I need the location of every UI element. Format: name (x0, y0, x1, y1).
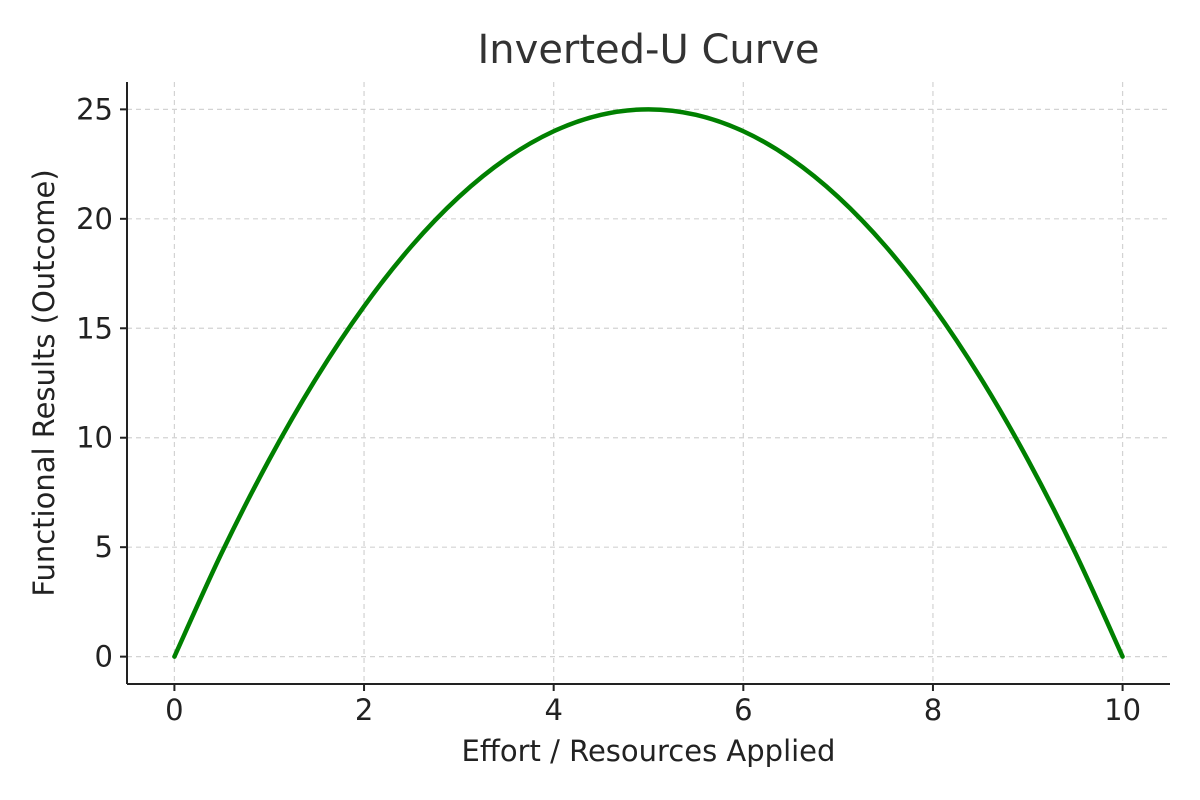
x-tick-label: 10 (1104, 693, 1141, 727)
axes (126, 82, 1170, 685)
series (172, 107, 1125, 659)
y-tick-label: 0 (95, 640, 113, 674)
y-tick-label: 10 (76, 421, 113, 455)
ticks: 0 2 4 6 8 10 0 5 10 15 20 25 (76, 92, 1141, 727)
x-tick-label: 6 (734, 693, 752, 727)
x-axis-label: Effort / Resources Applied (462, 734, 836, 768)
y-tick-label: 5 (95, 530, 113, 564)
y-tick-label: 20 (76, 202, 113, 236)
y-axis-label: Functional Results (Outcome) (27, 169, 61, 596)
grid (127, 82, 1170, 684)
x-tick-label: 8 (924, 693, 942, 727)
x-tick-label: 2 (355, 693, 373, 727)
y-tick-label: 25 (76, 92, 113, 126)
y-tick-label: 15 (76, 311, 113, 345)
chart-title: Inverted-U Curve (478, 27, 820, 73)
series-line-0 (172, 107, 1125, 659)
x-tick-label: 0 (165, 693, 183, 727)
x-tick-label: 4 (544, 693, 562, 727)
